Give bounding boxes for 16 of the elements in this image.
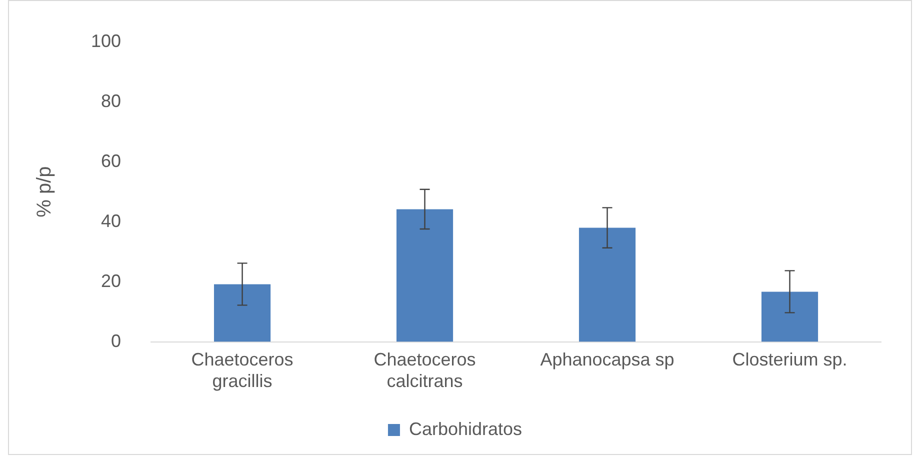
y-tick-label: 60 — [101, 150, 122, 171]
y-tick-label: 20 — [101, 270, 122, 291]
x-tick-label: Closterium sp. — [732, 350, 848, 370]
bar — [578, 228, 636, 342]
legend-label: Carbohidratos — [408, 418, 522, 439]
y-tick-label: 100 — [90, 30, 122, 51]
x-tick-label: Chaetoceros gracillis — [191, 350, 294, 392]
y-tick-label: 0 — [111, 330, 122, 351]
y-tick-label: 80 — [101, 90, 122, 111]
bar — [214, 284, 271, 342]
x-tick-label: Aphanocapsa sp — [540, 350, 674, 370]
y-axis-title: % p/p — [34, 166, 56, 218]
bar — [761, 292, 818, 342]
y-tick-label: 40 — [101, 210, 122, 231]
x-tick-label: Chaetoceros calcitrans — [374, 350, 476, 392]
bar — [396, 209, 454, 342]
